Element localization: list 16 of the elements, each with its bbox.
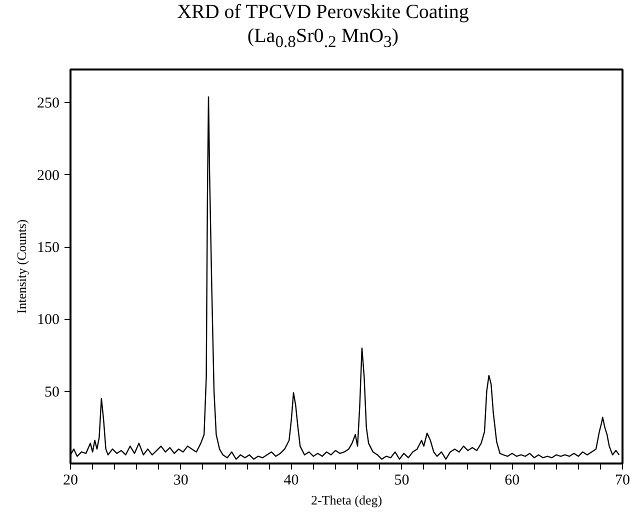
x-tick-label: 50 <box>394 472 410 488</box>
x-tick-label: 60 <box>504 472 520 488</box>
y-tick-label: 150 <box>37 240 60 256</box>
chart-subtitle: (La$_{0.8}$Sr0$_{.2}$ MnO$_{3}$) <box>247 25 399 51</box>
x-tick-label: 40 <box>284 472 299 488</box>
x-tick-label: 30 <box>173 472 188 488</box>
y-tick-label: 250 <box>37 96 60 112</box>
y-tick-label: 100 <box>37 312 60 328</box>
y-tick-label: 50 <box>44 384 60 400</box>
y-axis-title: Intensity (Counts) <box>14 219 29 314</box>
x-tick-label: 20 <box>63 472 78 488</box>
x-tick-label: 70 <box>615 472 630 488</box>
x-axis-title: 2-Theta (deg) <box>310 492 382 508</box>
line-series <box>70 96 620 460</box>
chart-title: XRD of TPCVD Perovskite Coating <box>177 1 469 23</box>
y-tick-label: 200 <box>37 168 60 184</box>
